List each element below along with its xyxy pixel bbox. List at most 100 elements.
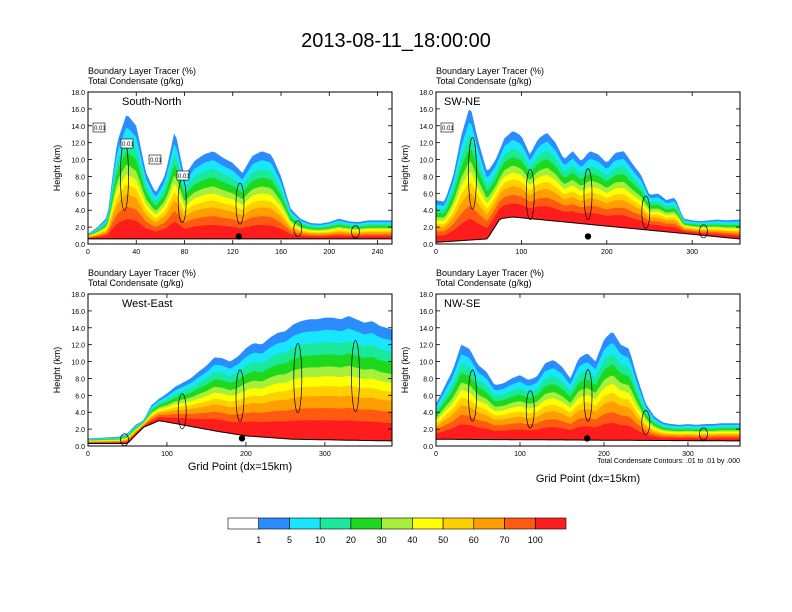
y-tick-label: 18.0 [419, 90, 433, 97]
x-tick-label: 0 [434, 451, 438, 458]
plot-frame [435, 293, 741, 447]
y-tick-label: 6.0 [75, 393, 85, 400]
terrain [88, 420, 392, 446]
panel-title-condensate: Total Condensate (g/kg) [436, 278, 532, 288]
colorbar-label: 50 [438, 535, 448, 545]
x-tick-label: 40 [132, 249, 140, 256]
y-axis-label: Height (km) [52, 145, 62, 192]
y-tick-label: 16.0 [419, 107, 433, 114]
x-tick-label: 200 [323, 249, 335, 256]
x-tick-label: 200 [240, 451, 252, 458]
y-tick-label: 18.0 [71, 90, 85, 97]
panel-west-east [87, 293, 393, 447]
colorbar-label: 60 [469, 535, 479, 545]
colorbar-label: 40 [407, 535, 417, 545]
y-tick-label: 4.0 [75, 410, 85, 417]
condensate-contour [641, 410, 651, 435]
y-tick-label: 0.0 [75, 444, 85, 451]
x-tick-label: 100 [516, 249, 528, 256]
terrain [436, 216, 740, 244]
colorbar-label: 100 [528, 535, 543, 545]
colorbar-swatch [504, 517, 536, 530]
terrain [88, 238, 392, 244]
colorbar-label: 1 [256, 535, 261, 545]
plot-frame [87, 293, 393, 447]
condensate-contour [351, 225, 360, 239]
figure-title: 2013-08-11_18:00:00 [301, 30, 491, 52]
y-tick-label: 4.0 [75, 208, 85, 215]
panel-name: South-North [122, 96, 181, 108]
condensate-contour [641, 195, 651, 229]
colorbar-swatch [534, 517, 567, 530]
colorbar [227, 517, 567, 530]
condensate-contour [293, 343, 303, 414]
tracer-field [436, 332, 740, 446]
panel-nw-se [435, 293, 741, 447]
contour-note: Total Condensate Contours: .01 to .01 by… [597, 458, 740, 465]
x-tick-label: 200 [601, 249, 613, 256]
y-tick-label: 14.0 [71, 124, 85, 131]
colorbar-swatch [473, 517, 505, 530]
y-axis-label: Height (km) [52, 347, 62, 394]
y-tick-label: 4.0 [423, 208, 433, 215]
colorbar-swatch [412, 517, 444, 530]
y-tick-label: 6.0 [423, 191, 433, 198]
condensate-contour [468, 137, 477, 210]
y-tick-label: 4.0 [423, 410, 433, 417]
colorbar-swatch [319, 517, 352, 530]
x-axis-label: Grid Point (dx=15km) [188, 461, 292, 473]
panel-title-condensate: Total Condensate (g/kg) [88, 76, 184, 86]
y-tick-label: 2.0 [75, 427, 85, 434]
panel-name: West-East [122, 298, 173, 310]
x-axis-label: Grid Point (dx=15km) [536, 473, 640, 485]
condensate-contour [468, 369, 477, 422]
colorbar-label: 20 [346, 535, 356, 545]
y-tick-label: 0.0 [423, 242, 433, 249]
condensate-contour [583, 369, 593, 422]
y-tick-label: 12.0 [419, 141, 433, 148]
tracer-field [88, 115, 392, 244]
contour-label: 0.01 [94, 126, 106, 132]
y-tick-label: 12.0 [419, 343, 433, 350]
y-tick-label: 12.0 [71, 141, 85, 148]
condensate-contour [525, 168, 535, 221]
x-tick-label: 300 [682, 451, 694, 458]
x-tick-label: 200 [598, 451, 610, 458]
tracer-band-9 [436, 423, 740, 441]
colorbar-swatch [442, 517, 475, 530]
condensate-contour [177, 393, 187, 430]
x-tick-label: 160 [275, 249, 287, 256]
panel-title-tracer: Boundary Layer Tracer (%) [88, 268, 196, 278]
x-tick-label: 120 [227, 249, 239, 256]
contour-label: 0.01 [442, 126, 454, 132]
location-marker [584, 435, 591, 442]
y-tick-label: 0.0 [75, 242, 85, 249]
y-tick-label: 14.0 [419, 326, 433, 333]
y-tick-label: 8.0 [75, 376, 85, 383]
x-tick-label: 300 [686, 249, 698, 256]
x-tick-label: 0 [434, 249, 438, 256]
tracer-field [88, 316, 392, 446]
y-tick-label: 10.0 [419, 360, 433, 367]
colorbar-label: 30 [377, 535, 387, 545]
x-tick-label: 240 [372, 249, 384, 256]
plot-frame [435, 91, 741, 245]
y-tick-label: 8.0 [75, 174, 85, 181]
condensate-contour [699, 427, 708, 441]
location-marker [584, 233, 592, 240]
panel-title-condensate: Total Condensate (g/kg) [436, 76, 532, 86]
y-tick-label: 2.0 [423, 427, 433, 434]
y-tick-label: 14.0 [71, 326, 85, 333]
panel-name: SW-NE [444, 96, 480, 108]
tracer-band-9 [88, 219, 392, 239]
colorbar-label: 10 [315, 535, 325, 545]
colorbar-swatch [258, 517, 290, 530]
condensate-contour [699, 224, 708, 239]
contour-label: 0.01 [122, 142, 134, 148]
y-tick-label: 14.0 [419, 124, 433, 131]
y-tick-label: 2.0 [423, 225, 433, 232]
plot-frame [87, 91, 393, 245]
y-tick-label: 18.0 [71, 292, 85, 299]
panel-title-condensate: Total Condensate (g/kg) [88, 278, 184, 288]
